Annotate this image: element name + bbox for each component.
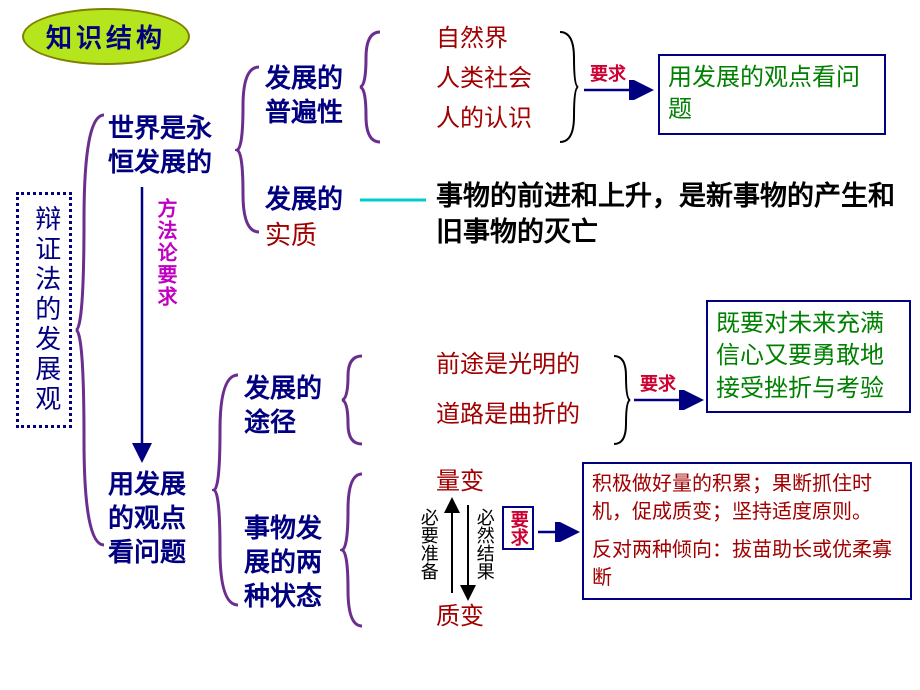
use-dev-viewpoint: 用发展 的观点 看问题 <box>108 468 186 569</box>
brace-1a <box>235 62 263 237</box>
box-qual-quant: 积极做好量的积累；果断抓住时机，促成质变；坚持适度原则。 反对两种倾向：拔苗助长… <box>582 462 912 600</box>
essence-connector <box>358 190 428 210</box>
box-confidence: 既要对未来充满信心又要勇敢地接受挫折与考验 <box>706 300 911 413</box>
result-label: 必然结果 <box>474 508 494 580</box>
box-c2: 反对两种倾向：拔苗助长或优柔寡断 <box>592 536 902 592</box>
req-3-text: 要求 <box>508 510 528 546</box>
brace-2a <box>358 28 384 146</box>
nature: 自然界 <box>436 22 508 57</box>
brace-1b <box>212 370 242 610</box>
req1-arrow <box>582 80 656 100</box>
brace-root <box>74 110 108 550</box>
essence-desc: 事物的前进和上升，是新事物的产生和旧事物的灭亡 <box>436 178 906 251</box>
universality: 发展的 普遍性 <box>265 62 343 130</box>
essence-bot: 实质 <box>265 221 317 250</box>
qual-change: 质变 <box>436 600 484 635</box>
method-label: 方法论要求 <box>152 198 177 308</box>
path: 发展的 途径 <box>244 372 322 440</box>
cognition: 人的认识 <box>436 102 532 137</box>
bright-future: 前途是光明的 <box>436 348 580 383</box>
prep-label: 必要准备 <box>418 508 438 580</box>
world-eternal-dev: 世界是永 恒发展的 <box>108 112 212 180</box>
req-3: 要求 <box>502 506 534 550</box>
box-c1: 积极做好量的积累；果断抓住时机，促成质变；坚持适度原则。 <box>592 470 902 526</box>
winding-road: 道路是曲折的 <box>436 398 580 433</box>
title-badge: 知识结构 <box>22 8 190 65</box>
box-view-dev: 用发展的观点看问题 <box>658 54 886 135</box>
essence: 发展的 实质 <box>265 183 343 254</box>
root-concept: 辩证法的发展观 <box>16 192 72 428</box>
method-arrow <box>130 183 154 463</box>
req2-arrow <box>632 390 706 410</box>
rbrace-2c <box>612 352 632 448</box>
brace-2d <box>340 470 366 630</box>
brace-2c <box>340 352 366 448</box>
req3-arrow <box>536 522 582 542</box>
two-states: 事物发 展的两 种状态 <box>244 512 322 613</box>
society: 人类社会 <box>436 62 532 97</box>
essence-top: 发展的 <box>265 185 343 214</box>
rbrace-2a <box>558 28 580 146</box>
